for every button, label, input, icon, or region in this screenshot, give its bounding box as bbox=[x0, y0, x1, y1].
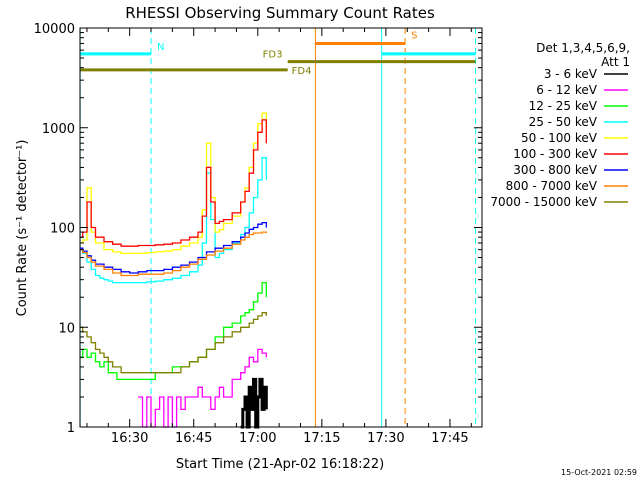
series-line bbox=[80, 221, 267, 274]
legend-entry-label: 800 - 7000 keV bbox=[506, 179, 598, 193]
series-line bbox=[80, 157, 267, 284]
data-layer: N S FD3 FD4 bbox=[79, 28, 477, 429]
legend-entry-label: 12 - 25 keV bbox=[529, 99, 598, 113]
series-line bbox=[80, 312, 267, 374]
legend-entry-label: 3 - 6 keV bbox=[544, 67, 598, 81]
x-tick-label: 17:30 bbox=[367, 431, 404, 446]
chart-title: RHESSI Observing Summary Count Rates bbox=[125, 4, 435, 22]
legend-entry-label: 6 - 12 keV bbox=[536, 83, 598, 97]
legend-entry-label: 7000 - 15000 keV bbox=[490, 195, 597, 209]
legend-entry-label: 300 - 800 keV bbox=[513, 163, 597, 177]
state-bar-label: N bbox=[157, 42, 164, 53]
y-axis-label: Count Rate (s⁻¹ detector⁻¹) bbox=[15, 140, 30, 317]
y-tick-label: 10 bbox=[58, 321, 75, 336]
x-tick-label: 17:45 bbox=[431, 431, 468, 446]
footer-timestamp: 15-Oct-2021 02:59 bbox=[561, 468, 637, 477]
y-tick-label: 10000 bbox=[34, 22, 75, 37]
series-line bbox=[80, 281, 267, 381]
series-line bbox=[240, 377, 268, 429]
y-tick-label: 100 bbox=[50, 222, 75, 237]
legend-entry-label: 25 - 50 keV bbox=[529, 115, 598, 129]
x-tick-label: 16:30 bbox=[111, 431, 148, 446]
state-bar-label: FD4 bbox=[292, 66, 312, 77]
x-tick-label: 17:15 bbox=[303, 431, 340, 446]
state-bar-label: FD3 bbox=[263, 50, 283, 61]
legend: Det 1,3,4,5,6,9,Att 13 - 6 keV 6 - 12 keV… bbox=[490, 41, 630, 209]
plot-frame bbox=[79, 27, 483, 428]
series-line bbox=[80, 231, 267, 277]
series-line bbox=[80, 112, 267, 255]
x-axis-label: Start Time (21-Apr-02 16:18:22) bbox=[176, 457, 384, 472]
legend-entry-label: 50 - 100 keV bbox=[521, 131, 598, 145]
legend-entry-label: 100 - 300 keV bbox=[513, 147, 597, 161]
series-line bbox=[80, 119, 267, 247]
state-bar-label: S bbox=[411, 30, 417, 41]
axis-layer: 16:30 16:45 17:00 17:15 17:30 17:45 1 10 100 1000… bbox=[34, 22, 482, 446]
y-tick-label: 1 bbox=[67, 421, 75, 436]
legend-header: Det 1,3,4,5,6,9, bbox=[536, 41, 630, 55]
x-tick-label: 16:45 bbox=[175, 431, 212, 446]
series-line bbox=[138, 348, 267, 428]
legend-header: Att 1 bbox=[601, 55, 630, 69]
x-tick-label: 17:00 bbox=[239, 431, 276, 446]
y-tick-label: 1000 bbox=[42, 122, 75, 137]
